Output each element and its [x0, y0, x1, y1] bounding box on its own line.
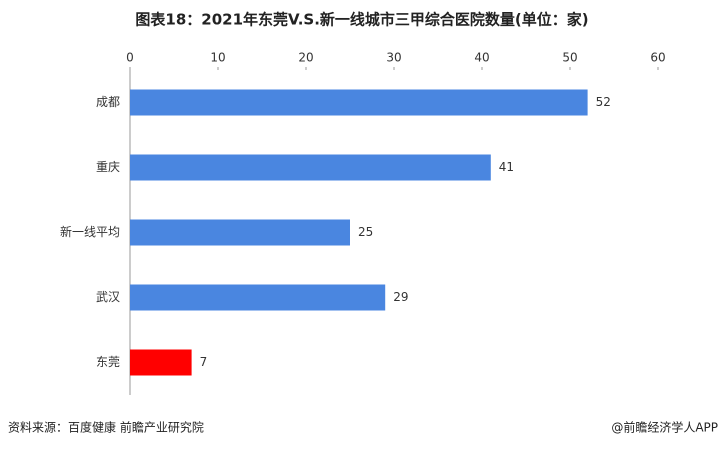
credit: @前瞻经济学人APP [611, 420, 718, 435]
bar [130, 284, 386, 311]
chart-title: 图表18：2021年东莞V.S.新一线城市三甲综合医院数量(单位：家) [135, 11, 588, 29]
data-label: 29 [393, 290, 408, 304]
bar [130, 219, 350, 246]
y-tick-label: 新一线平均 [60, 224, 120, 239]
x-tick-label: 50 [562, 51, 577, 65]
x-tick-label: 40 [474, 51, 489, 65]
bar [130, 154, 491, 181]
source: 资料来源：百度健康 前瞻产业研究院 [8, 420, 204, 435]
y-tick-label: 重庆 [96, 160, 120, 174]
data-label: 52 [596, 95, 611, 109]
x-tick-label: 20 [298, 51, 313, 65]
y-tick-label: 成都 [96, 95, 120, 109]
x-tick-label: 30 [386, 51, 401, 65]
bar [130, 89, 588, 116]
x-tick-label: 10 [210, 51, 225, 65]
data-label: 41 [499, 160, 514, 174]
data-label: 7 [200, 355, 208, 369]
bar [130, 349, 192, 376]
data-label: 25 [358, 225, 373, 239]
y-tick-label: 东莞 [96, 355, 120, 369]
x-tick-label: 0 [126, 51, 134, 65]
x-tick-label: 60 [650, 51, 665, 65]
y-tick-label: 武汉 [96, 290, 120, 304]
